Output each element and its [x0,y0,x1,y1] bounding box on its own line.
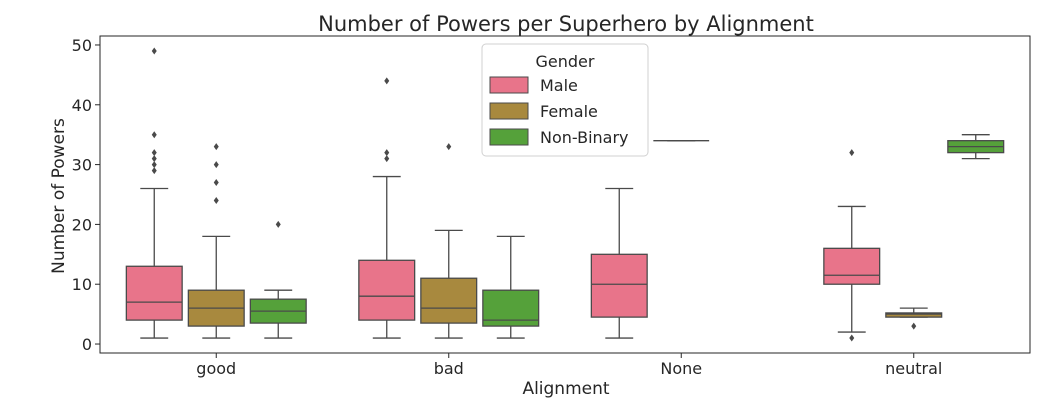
outlier-point [849,149,855,157]
legend: Gender Male Female Non-Binary [481,43,649,157]
outlier-point [384,77,390,85]
outlier-point [213,161,219,169]
outlier-point [911,322,917,330]
box-male-good [125,47,183,339]
outlier-point [275,220,281,228]
legend-swatch-non-binary [489,128,529,146]
box-iqr [358,259,416,321]
x-tick-label: neutral [885,359,942,378]
outlier-point [151,131,157,139]
box-non-binary-bad [482,235,540,339]
legend-title: Gender [536,52,595,71]
box-female-bad [420,143,478,339]
y-tick-label: 0 [82,335,92,354]
legend-swatch-female [489,102,529,120]
outlier-point [384,155,390,163]
box-female-neutral [885,307,943,330]
box-non-binary-good [249,220,307,339]
x-tick-label: bad [434,359,464,378]
outlier-point [213,179,219,187]
outlier-point [849,334,855,342]
box-iqr [420,277,478,324]
outlier-point [213,196,219,204]
plot-area: 0 10 20 30 40 50 good bad None neutral [72,36,1005,378]
box-non-binary-neutral [947,134,1005,160]
y-tick-label: 50 [72,36,92,55]
legend-frame [481,43,649,157]
box-iqr [823,247,881,285]
legend-entry-non-binary: Non-Binary [540,128,629,147]
chart-title: Number of Powers per Superhero by Alignm… [318,12,814,36]
box-iqr [885,312,943,318]
outlier-point [151,47,157,55]
legend-entry-male: Male [540,76,578,95]
box-iqr [125,265,183,321]
outlier-point [151,161,157,169]
legend-entry-female: Female [540,102,598,121]
outlier-point [446,143,452,151]
box-female-good [187,143,245,339]
legend-swatch-male [489,76,529,94]
y-tick-label: 40 [72,96,92,115]
x-tick-label: None [660,359,702,378]
outlier-point [151,167,157,175]
y-tick-label: 20 [72,215,92,234]
outlier-point [213,143,219,151]
box-iqr [590,253,648,318]
outlier-point [151,149,157,157]
y-tick-label: 30 [72,156,92,175]
y-axis-label: Number of Powers [49,118,69,274]
box-male-neutral [823,149,881,342]
x-tick-label: good [196,359,236,378]
y-tick-label: 10 [72,275,92,294]
outlier-point [151,155,157,163]
plot-frame [99,35,1031,354]
outlier-point [384,149,390,157]
x-axis-label: Alignment [522,379,609,399]
box-male-none [590,187,648,339]
box-male-bad [358,77,416,339]
